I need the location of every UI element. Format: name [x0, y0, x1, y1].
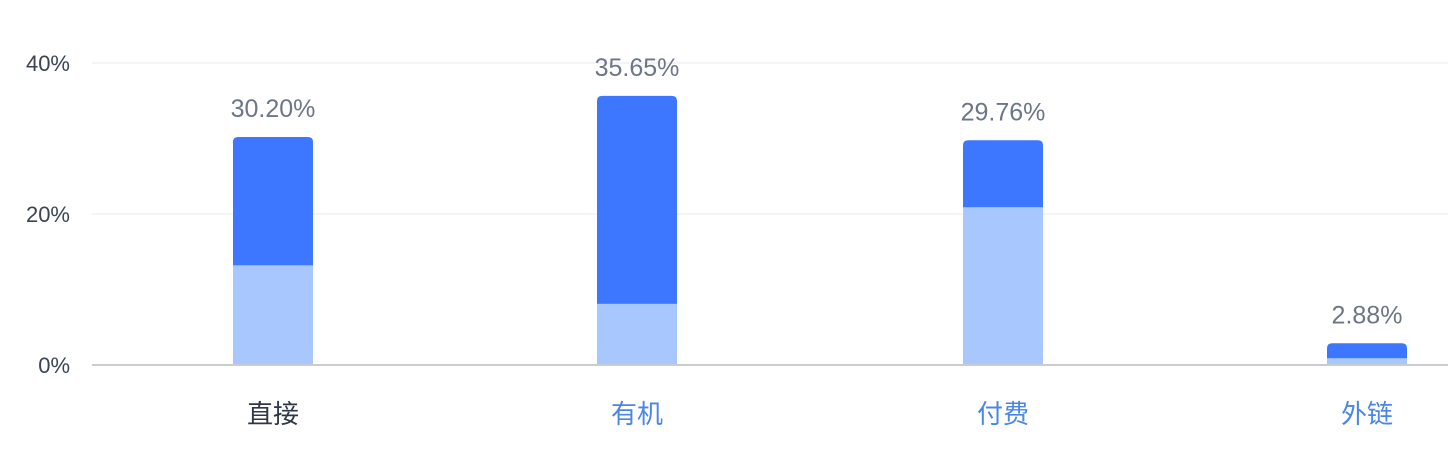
x-category-label[interactable]: 有机	[611, 399, 663, 429]
bar-segment-upper[interactable]	[1327, 343, 1407, 359]
y-tick-label: 40%	[26, 51, 70, 76]
bar-segment-lower[interactable]	[233, 265, 313, 365]
bar-total-label: 35.65%	[595, 54, 680, 82]
bar-total-label: 29.76%	[961, 98, 1046, 126]
y-tick-label: 0%	[38, 353, 70, 378]
bar-segment-upper[interactable]	[233, 136, 313, 266]
bar-segment-lower[interactable]	[597, 303, 677, 365]
bar-segment-lower[interactable]	[963, 207, 1043, 365]
bar-segment-upper[interactable]	[597, 95, 677, 304]
x-category-label[interactable]: 外链	[1341, 399, 1393, 429]
x-category-label[interactable]: 直接	[247, 399, 299, 429]
bar-total-label: 30.20%	[231, 95, 316, 123]
bar-segment-lower[interactable]	[1327, 358, 1407, 365]
bar-segment-upper[interactable]	[963, 140, 1043, 208]
y-tick-label: 20%	[26, 202, 70, 227]
bar-total-label: 2.88%	[1332, 301, 1403, 329]
x-category-label[interactable]: 付费	[977, 399, 1029, 429]
